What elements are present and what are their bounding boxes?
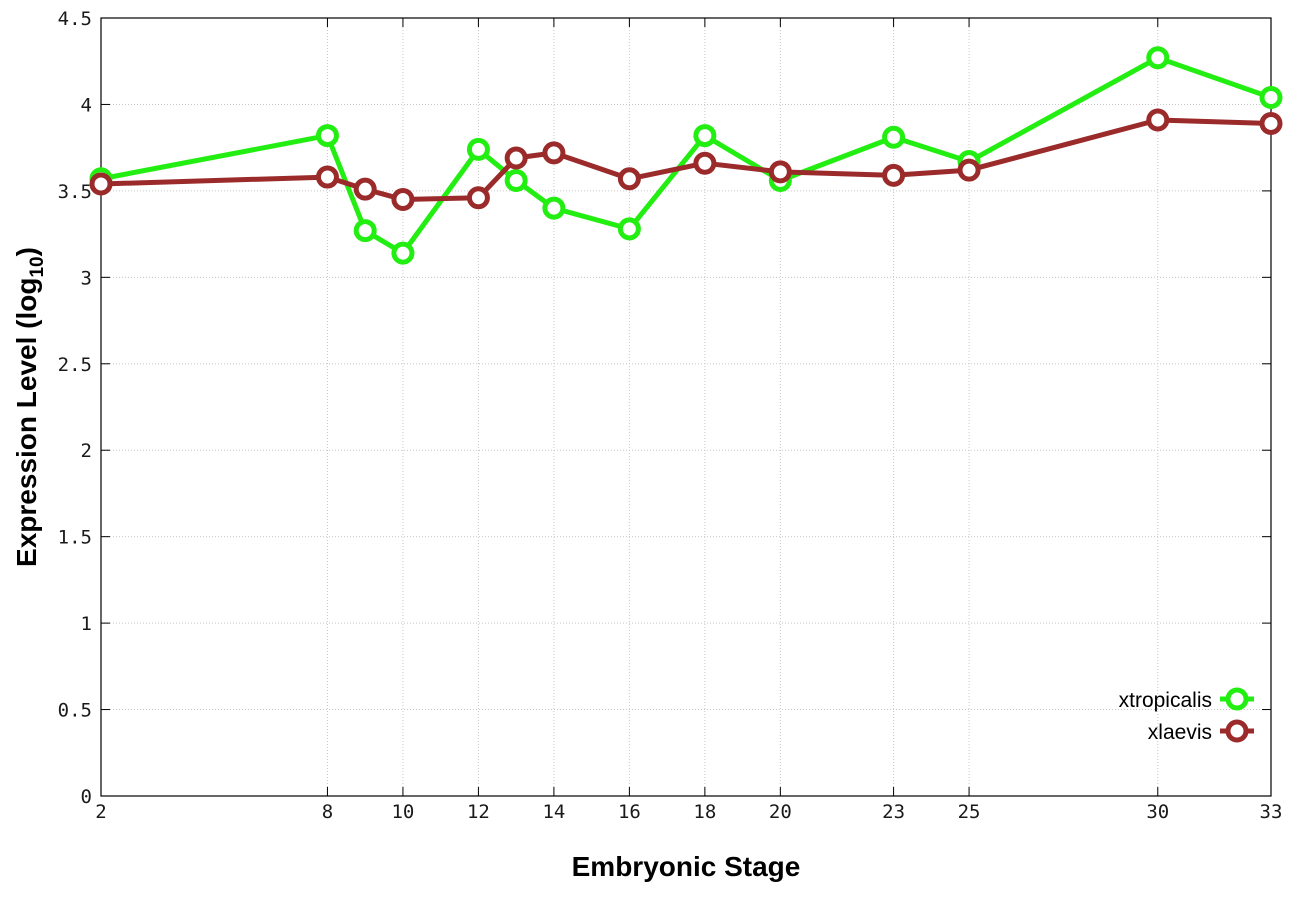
y-tick-label: 1 bbox=[81, 613, 92, 635]
data-point-xlaevis bbox=[957, 158, 981, 182]
data-point-xtropicalis bbox=[466, 137, 490, 161]
y-tick-label: 1.5 bbox=[58, 527, 92, 549]
legend-marker-xlaevis bbox=[1225, 719, 1249, 743]
data-point-xtropicalis bbox=[391, 241, 415, 265]
series-line-xtropicalis bbox=[100, 55, 1272, 256]
data-point-xlaevis bbox=[315, 165, 339, 189]
x-tick-label: 33 bbox=[1260, 801, 1283, 823]
y-tick-label: 4 bbox=[81, 94, 92, 116]
plot-frame bbox=[100, 17, 1272, 797]
data-point-xtropicalis bbox=[353, 219, 377, 243]
data-point-xtropicalis bbox=[882, 125, 906, 149]
data-point-xlaevis bbox=[353, 177, 377, 201]
y-tick-label: 4.5 bbox=[58, 8, 92, 30]
data-point-xlaevis bbox=[1259, 111, 1283, 135]
y-axis-title-main: Expression Level (log bbox=[11, 278, 42, 567]
legend: xtropicalis xlaevis bbox=[1119, 687, 1254, 744]
legend-label-xtropicalis: xtropicalis bbox=[1119, 689, 1212, 712]
data-point-xtropicalis bbox=[617, 217, 641, 241]
data-point-xlaevis bbox=[391, 188, 415, 212]
data-point-xlaevis bbox=[693, 151, 717, 175]
x-axis-title: Embryonic Stage bbox=[572, 851, 801, 882]
x-tick-label: 10 bbox=[391, 801, 414, 823]
y-axis-title-subscript: 10 bbox=[27, 256, 48, 277]
x-tick-label: 18 bbox=[693, 801, 716, 823]
y-axis-title: Expression Level (log10) bbox=[11, 247, 48, 567]
data-point-xtropicalis bbox=[542, 196, 566, 220]
data-point-xtropicalis bbox=[504, 169, 528, 193]
y-tick-label: 0 bbox=[81, 786, 92, 808]
data-point-xlaevis bbox=[1146, 108, 1170, 132]
y-tick-label: 0.5 bbox=[58, 700, 92, 722]
data-point-xlaevis bbox=[542, 141, 566, 165]
x-tick-label: 8 bbox=[322, 801, 333, 823]
x-tick-label: 14 bbox=[542, 801, 565, 823]
x-tick-label: 30 bbox=[1146, 801, 1169, 823]
data-point-xlaevis bbox=[466, 186, 490, 210]
x-tick-label: 12 bbox=[467, 801, 490, 823]
x-tick-label: 25 bbox=[958, 801, 981, 823]
y-tick-label: 3.5 bbox=[58, 181, 92, 203]
tick-marks bbox=[100, 17, 1272, 797]
data-point-xtropicalis bbox=[315, 124, 339, 148]
data-point-xlaevis bbox=[617, 167, 641, 191]
data-point-xlaevis bbox=[882, 163, 906, 187]
data-point-xlaevis bbox=[89, 172, 113, 196]
series-xlaevis bbox=[89, 108, 1283, 212]
data-point-xlaevis bbox=[768, 160, 792, 184]
data-point-xlaevis bbox=[504, 146, 528, 170]
y-tick-label: 2 bbox=[81, 440, 92, 462]
data-point-xtropicalis bbox=[1146, 46, 1170, 70]
y-tick-label: 3 bbox=[81, 267, 92, 289]
y-tick-labels: 0 0.5 1 1.5 2 2.5 3 3.5 4 4.5 bbox=[58, 8, 92, 808]
data-point-xtropicalis bbox=[1259, 86, 1283, 110]
x-tick-label: 16 bbox=[618, 801, 641, 823]
series-layer bbox=[89, 46, 1283, 265]
legend-marker-xtropicalis bbox=[1225, 687, 1249, 711]
series-xtropicalis bbox=[89, 46, 1283, 265]
data-point-xtropicalis bbox=[693, 124, 717, 148]
x-tick-label: 20 bbox=[769, 801, 792, 823]
legend-label-xlaevis: xlaevis bbox=[1148, 721, 1212, 744]
x-tick-labels: 2 8 10 12 14 16 18 20 23 25 30 33 bbox=[95, 801, 1282, 823]
y-tick-label: 2.5 bbox=[58, 354, 92, 376]
x-tick-label: 23 bbox=[882, 801, 905, 823]
y-axis-title-close: ) bbox=[11, 247, 42, 256]
x-tick-label: 2 bbox=[95, 801, 106, 823]
